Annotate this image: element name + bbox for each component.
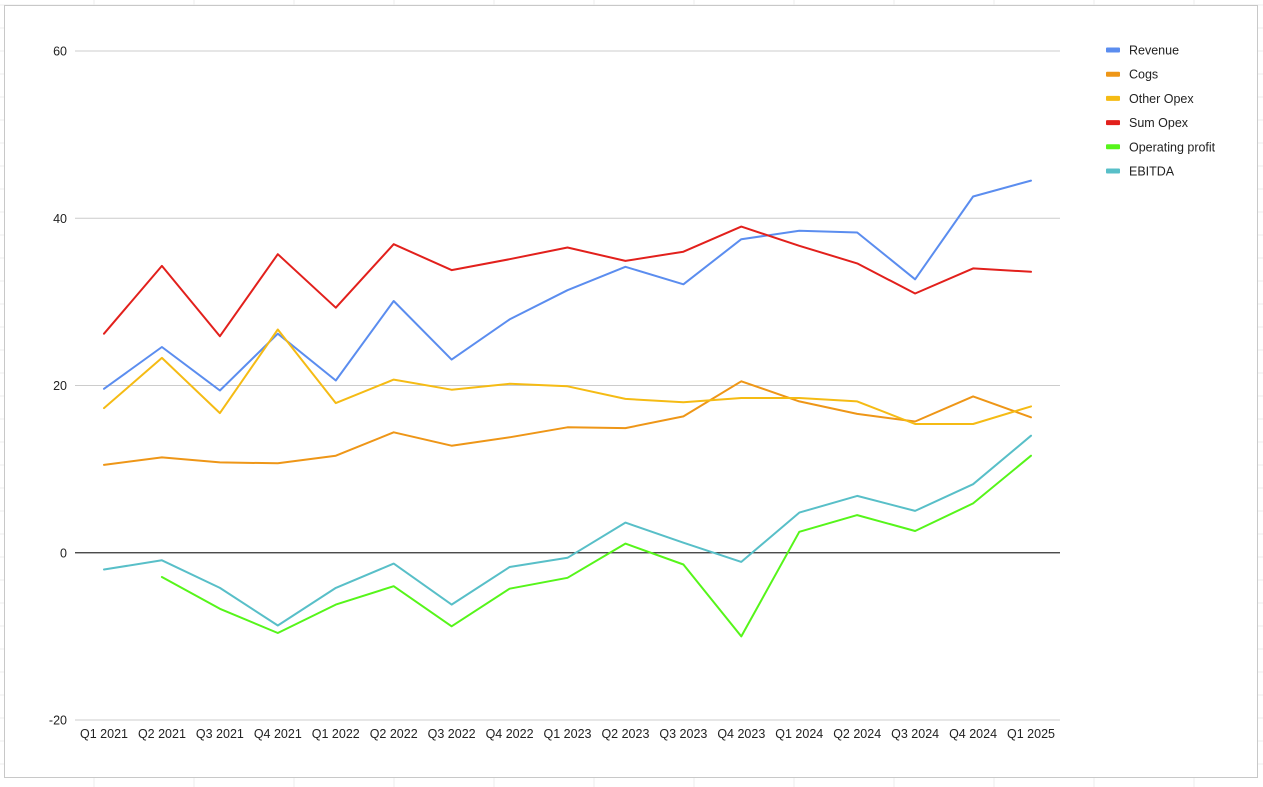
x-tick-label: Q4 2023 [717,727,765,741]
y-tick-label: 40 [53,212,67,226]
y-axis-labels: -20 0 20 40 60 [49,45,67,728]
x-tick-label: Q2 2024 [833,727,881,741]
series-line-cogs [103,380,1032,466]
legend-label-revenue: Revenue [1129,44,1179,58]
series-lines [103,179,1032,638]
legend-swatch-ebitda [1106,168,1120,174]
legend-swatch-cogs [1106,71,1120,77]
x-tick-label: Q3 2024 [891,727,939,741]
legend-label-operating-profit: Operating profit [1129,140,1216,154]
gridlines [75,50,1060,721]
chart-container[interactable] [4,5,1258,778]
y-tick-label: 60 [53,45,67,59]
legend-label-other-opex: Other Opex [1129,92,1194,106]
x-tick-label: Q4 2021 [254,727,302,741]
legend-label-sum-opex: Sum Opex [1129,116,1189,130]
series-line-other-opex [103,328,1032,425]
series-line-ebitda [103,434,1032,627]
x-tick-label: Q1 2022 [312,727,360,741]
y-tick-label: 0 [60,546,67,560]
x-tick-label: Q2 2023 [601,727,649,741]
legend-swatch-other-opex [1106,95,1120,101]
series-line-revenue [103,179,1032,392]
series-line-sum-opex [103,225,1032,338]
x-tick-label: Q1 2021 [80,727,128,741]
legend-label-cogs: Cogs [1129,68,1158,82]
legend-swatch-operating-profit [1106,144,1120,150]
x-tick-label: Q3 2023 [659,727,707,741]
x-tick-label: Q2 2021 [138,727,186,741]
x-tick-label: Q1 2024 [775,727,823,741]
y-tick-label: 20 [53,379,67,393]
x-tick-label: Q1 2023 [544,727,592,741]
legend: Revenue Cogs Other Opex Sum Opex Operating p… [1106,44,1216,179]
series-line-operating-profit [160,454,1032,638]
y-tick-label: -20 [49,714,67,728]
x-axis-labels: Q1 2021 Q2 2021 Q3 2021 Q4 2021 Q1 2022 Q2 20… [80,727,1055,741]
x-tick-label: Q3 2021 [196,727,244,741]
x-tick-label: Q1 2025 [1007,727,1055,741]
legend-label-ebitda: EBITDA [1129,165,1175,179]
x-tick-label: Q4 2022 [486,727,534,741]
legend-swatch-revenue [1106,47,1120,53]
legend-swatch-sum-opex [1106,120,1120,126]
x-tick-label: Q2 2022 [370,727,418,741]
x-tick-label: Q4 2024 [949,727,997,741]
x-tick-label: Q3 2022 [428,727,476,741]
